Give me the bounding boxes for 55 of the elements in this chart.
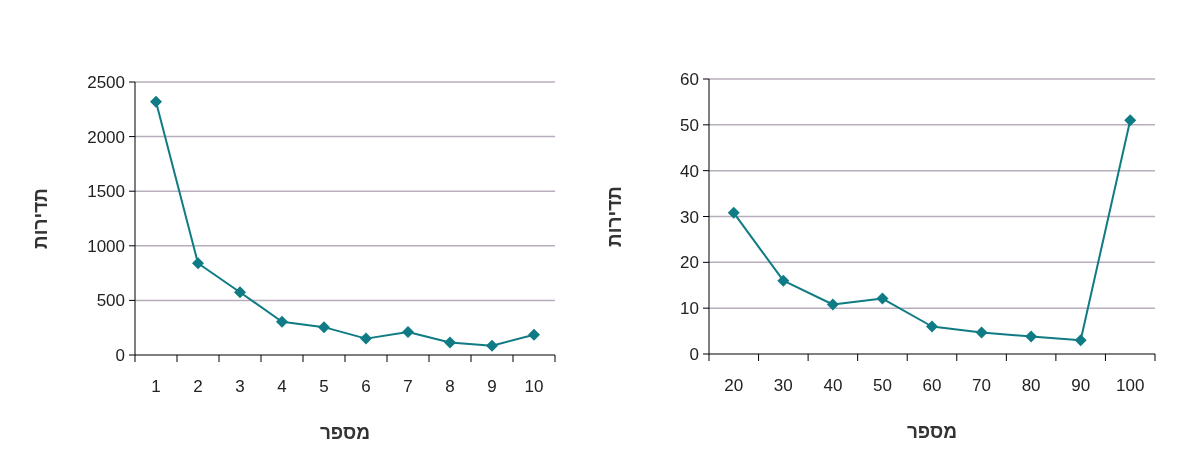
x-tick-label: 40 bbox=[823, 376, 843, 395]
x-tick-label: 1 bbox=[151, 377, 161, 396]
y-tick-label: 0 bbox=[115, 346, 125, 365]
y-axis-title: תדירות bbox=[30, 188, 51, 249]
y-tick-label: 20 bbox=[680, 253, 699, 273]
x-tick-label: 2 bbox=[193, 377, 203, 396]
x-tick-label: 80 bbox=[1021, 376, 1041, 395]
y-tick-label: 500 bbox=[96, 291, 125, 311]
x-tick-label: 6 bbox=[361, 377, 371, 396]
x-tick-label: 7 bbox=[403, 377, 413, 396]
y-tick-label: 2500 bbox=[87, 73, 125, 92]
x-tick-label: 60 bbox=[922, 376, 942, 395]
x-tick-label: 30 bbox=[773, 376, 793, 395]
point bbox=[234, 286, 246, 299]
point bbox=[826, 298, 839, 311]
x-axis-title: מספר bbox=[319, 422, 371, 443]
point bbox=[486, 339, 498, 352]
y-tick-label: 1000 bbox=[87, 236, 125, 256]
point bbox=[727, 206, 740, 219]
point bbox=[444, 336, 456, 349]
y-tick-label: 50 bbox=[680, 115, 699, 135]
x-tick-label: 100 bbox=[1116, 376, 1145, 395]
y-tick-label: 10 bbox=[680, 299, 699, 319]
y-tick-label: 0 bbox=[689, 345, 699, 364]
x-tick-label: 20 bbox=[724, 376, 744, 395]
point bbox=[926, 320, 938, 333]
x-tick-label: 5 bbox=[319, 377, 329, 396]
y-tick-label: 30 bbox=[680, 207, 699, 227]
point bbox=[975, 326, 988, 339]
point bbox=[318, 321, 330, 334]
x-tick-label: 8 bbox=[445, 377, 455, 396]
x-tick-label: 90 bbox=[1071, 376, 1091, 395]
x-axis-title: מספר bbox=[906, 421, 958, 442]
point bbox=[402, 326, 414, 339]
point bbox=[1124, 114, 1137, 127]
x-tick-label: 70 bbox=[972, 376, 992, 395]
x-tick-label: 9 bbox=[487, 377, 497, 396]
y-axis-title: תדירות bbox=[604, 186, 625, 247]
y-tick-label: 40 bbox=[680, 161, 699, 181]
point bbox=[777, 274, 790, 287]
y-tick-label: 60 bbox=[680, 70, 699, 89]
x-tick-label: 4 bbox=[277, 377, 287, 396]
point bbox=[150, 95, 162, 108]
x-tick-label: 10 bbox=[524, 377, 544, 396]
point bbox=[528, 328, 540, 341]
y-tick-label: 1500 bbox=[87, 182, 125, 202]
point bbox=[1025, 330, 1038, 343]
point bbox=[192, 257, 204, 270]
point bbox=[360, 332, 372, 345]
point bbox=[276, 315, 288, 328]
x-tick-label: 50 bbox=[872, 376, 892, 395]
x-tick-label: 3 bbox=[235, 377, 245, 396]
point bbox=[1074, 334, 1087, 347]
point bbox=[876, 292, 889, 305]
y-tick-label: 2000 bbox=[87, 127, 125, 147]
